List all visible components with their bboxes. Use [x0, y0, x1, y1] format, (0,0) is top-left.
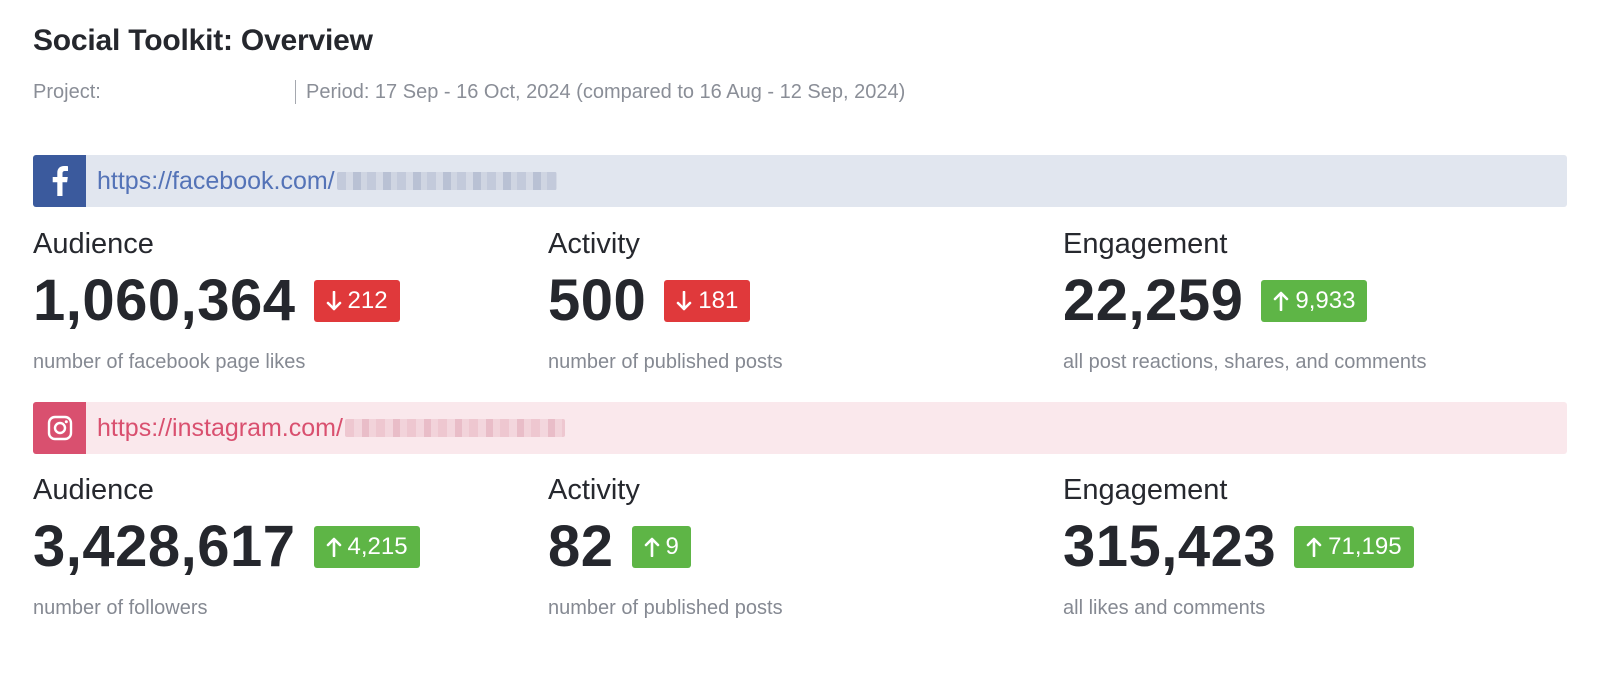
arrow-up-icon: [1273, 291, 1289, 311]
page-title: Social Toolkit: Overview: [33, 24, 373, 57]
instagram-icon: [33, 402, 86, 454]
report-meta: Project: Period: 17 Sep - 16 Oct, 2024 (…: [33, 80, 905, 104]
arrow-up-icon: [326, 537, 342, 557]
metric-description: number of facebook page likes: [33, 351, 306, 373]
change-badge: 181: [664, 280, 751, 322]
metric-description: number of published posts: [548, 351, 783, 373]
facebook-activity-metric: Activity 500 181 number of published pos…: [548, 227, 1048, 374]
change-value: 71,195: [1328, 533, 1402, 560]
project-label: Project:: [33, 80, 101, 103]
instagram-url-text: https://instagram.com/: [97, 413, 343, 442]
metric-description: all post reactions, shares, and comments: [1063, 351, 1427, 373]
metric-label: Activity: [548, 228, 640, 260]
metric-label: Activity: [548, 474, 640, 506]
metric-label: Audience: [33, 474, 154, 506]
arrow-down-icon: [326, 291, 342, 311]
redacted-handle: [336, 172, 557, 190]
instagram-engagement-metric: Engagement 315,423 71,195 all likes and …: [1063, 473, 1563, 620]
metric-label: Audience: [33, 228, 154, 260]
metric-value: 82: [548, 513, 614, 579]
metric-value: 22,259: [1063, 267, 1244, 333]
facebook-engagement-metric: Engagement 22,259 9,933 all post reactio…: [1063, 227, 1563, 374]
arrow-up-icon: [644, 537, 660, 557]
metric-value: 315,423: [1063, 513, 1277, 579]
change-badge: 9: [631, 526, 691, 568]
instagram-activity-metric: Activity 82 9 number of published posts: [548, 473, 1048, 620]
period-text: Period: 17 Sep - 16 Oct, 2024 (compared …: [306, 80, 906, 103]
arrow-up-icon: [1306, 537, 1322, 557]
metric-description: number of followers: [33, 597, 208, 619]
metric-value: 1,060,364: [33, 267, 296, 333]
redacted-handle: [344, 419, 565, 437]
instagram-page-link[interactable]: https://instagram.com/: [97, 414, 565, 443]
metric-value: 500: [548, 267, 647, 333]
facebook-network-bar: https://facebook.com/: [33, 155, 1567, 207]
change-value: 212: [347, 287, 388, 314]
facebook-audience-metric: Audience 1,060,364 212 number of faceboo…: [33, 227, 533, 374]
facebook-url-text: https://facebook.com/: [97, 166, 335, 195]
change-value: 4,215: [347, 533, 408, 560]
instagram-network-bar: https://instagram.com/: [33, 402, 1567, 454]
facebook-icon: [33, 155, 86, 207]
arrow-down-icon: [676, 291, 692, 311]
metric-description: number of published posts: [548, 597, 783, 619]
metric-label: Engagement: [1063, 474, 1228, 506]
metric-description: all likes and comments: [1063, 597, 1266, 619]
change-badge: 4,215: [313, 526, 420, 568]
change-badge: 212: [313, 280, 400, 322]
change-value: 181: [698, 287, 739, 314]
instagram-audience-metric: Audience 3,428,617 4,215 number of follo…: [33, 473, 533, 620]
change-value: 9,933: [1295, 287, 1356, 314]
change-value: 9: [665, 533, 679, 560]
metric-label: Engagement: [1063, 228, 1228, 260]
change-badge: 9,933: [1261, 280, 1368, 322]
facebook-page-link[interactable]: https://facebook.com/: [97, 167, 557, 196]
change-badge: 71,195: [1294, 526, 1414, 568]
meta-divider: [295, 80, 296, 104]
metric-value: 3,428,617: [33, 513, 296, 579]
